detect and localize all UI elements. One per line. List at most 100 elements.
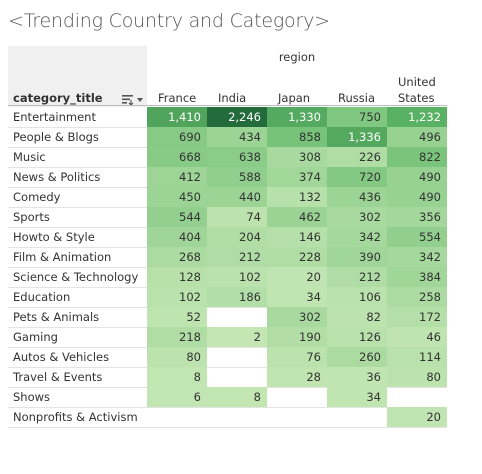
heatmap-cell[interactable]: 204 bbox=[207, 227, 267, 247]
chart-title: <Trending Country and Category> bbox=[8, 10, 330, 32]
heatmap-cell[interactable]: 36 bbox=[327, 367, 387, 387]
column-group-label: region bbox=[278, 50, 316, 64]
row-label: Pets & Animals bbox=[13, 310, 100, 324]
heatmap-cell[interactable]: 496 bbox=[387, 127, 447, 147]
column-header-line: United bbox=[398, 75, 436, 89]
row-separator bbox=[8, 407, 447, 408]
row-label: Nonprofits & Activism bbox=[13, 410, 138, 424]
heatmap-cell[interactable]: 308 bbox=[267, 147, 327, 167]
heatmap-cell[interactable]: 6 bbox=[147, 387, 207, 407]
heatmap-cell[interactable]: 1,232 bbox=[387, 107, 447, 127]
heatmap-cell[interactable]: 302 bbox=[327, 207, 387, 227]
heatmap-cell[interactable]: 544 bbox=[147, 207, 207, 227]
header-divider bbox=[8, 105, 447, 106]
heatmap-cell[interactable]: 212 bbox=[207, 247, 267, 267]
heatmap-cell[interactable]: 102 bbox=[147, 287, 207, 307]
row-label: Education bbox=[13, 290, 71, 304]
column-header-line: France bbox=[158, 91, 197, 105]
heatmap-cell[interactable]: 490 bbox=[387, 187, 447, 207]
column-header-line: Russia bbox=[338, 91, 375, 105]
row-header-background bbox=[8, 46, 147, 107]
heatmap-cell[interactable]: 2 bbox=[207, 327, 267, 347]
heatmap-cell[interactable]: 128 bbox=[147, 267, 207, 287]
heatmap-cell[interactable]: 384 bbox=[387, 267, 447, 287]
heatmap-cell[interactable]: 638 bbox=[207, 147, 267, 167]
column-header-line: India bbox=[218, 91, 247, 105]
heatmap-cell[interactable]: 588 bbox=[207, 167, 267, 187]
heatmap-cell[interactable]: 302 bbox=[267, 307, 327, 327]
row-label: Science & Technology bbox=[13, 270, 139, 284]
row-separator bbox=[8, 307, 447, 308]
heatmap-cell[interactable]: 212 bbox=[327, 267, 387, 287]
heatmap-cell[interactable]: 720 bbox=[327, 167, 387, 187]
heatmap-cell[interactable]: 750 bbox=[327, 107, 387, 127]
row-label: Music bbox=[13, 150, 46, 164]
heatmap-cell[interactable]: 34 bbox=[327, 387, 387, 407]
heatmap-cell[interactable]: 342 bbox=[387, 247, 447, 267]
heatmap-cell[interactable]: 490 bbox=[387, 167, 447, 187]
heatmap-cell[interactable]: 34 bbox=[267, 287, 327, 307]
heatmap-cell[interactable]: 356 bbox=[387, 207, 447, 227]
heatmap-cell[interactable]: 690 bbox=[147, 127, 207, 147]
row-separator bbox=[8, 427, 447, 428]
row-separator bbox=[8, 367, 447, 368]
row-label: Entertainment bbox=[13, 110, 96, 124]
row-separator bbox=[8, 347, 447, 348]
heatmap-cell[interactable]: 374 bbox=[267, 167, 327, 187]
heatmap-cell[interactable]: 80 bbox=[387, 367, 447, 387]
row-label: Film & Animation bbox=[13, 250, 112, 264]
heatmap-cell[interactable]: 186 bbox=[207, 287, 267, 307]
heatmap-cell[interactable]: 218 bbox=[147, 327, 207, 347]
heatmap-cell[interactable]: 390 bbox=[327, 247, 387, 267]
heatmap-cell[interactable]: 228 bbox=[267, 247, 327, 267]
heatmap-cell[interactable]: 226 bbox=[327, 147, 387, 167]
heatmap-cell[interactable]: 412 bbox=[147, 167, 207, 187]
heatmap-cell[interactable]: 668 bbox=[147, 147, 207, 167]
heatmap-cell[interactable]: 436 bbox=[327, 187, 387, 207]
heatmap-cell[interactable]: 74 bbox=[207, 207, 267, 227]
heatmap-cell[interactable]: 8 bbox=[147, 367, 207, 387]
column-header-line: States bbox=[398, 91, 435, 105]
heatmap-cell[interactable]: 462 bbox=[267, 207, 327, 227]
heatmap-cell[interactable]: 190 bbox=[267, 327, 327, 347]
heatmap-cell[interactable]: 114 bbox=[387, 347, 447, 367]
heatmap-cell[interactable]: 146 bbox=[267, 227, 327, 247]
heatmap-cell[interactable]: 268 bbox=[147, 247, 207, 267]
row-label: Comedy bbox=[13, 190, 61, 204]
heatmap-cell[interactable]: 20 bbox=[387, 407, 447, 427]
heatmap-cell[interactable]: 440 bbox=[207, 187, 267, 207]
heatmap-cell[interactable]: 434 bbox=[207, 127, 267, 147]
heatmap-cell[interactable]: 106 bbox=[327, 287, 387, 307]
heatmap-cell[interactable]: 858 bbox=[267, 127, 327, 147]
heatmap-cell[interactable]: 822 bbox=[387, 147, 447, 167]
heatmap-cell[interactable]: 258 bbox=[387, 287, 447, 307]
heatmap-cell[interactable]: 1,336 bbox=[327, 127, 387, 147]
heatmap-cell[interactable]: 1,330 bbox=[267, 107, 327, 127]
heatmap-cell[interactable]: 20 bbox=[267, 267, 327, 287]
heatmap-cell[interactable]: 102 bbox=[207, 267, 267, 287]
sort-descending-icon[interactable] bbox=[121, 91, 145, 106]
heatmap-cell[interactable]: 404 bbox=[147, 227, 207, 247]
heatmap-cell[interactable]: 80 bbox=[147, 347, 207, 367]
heatmap-cell[interactable]: 76 bbox=[267, 347, 327, 367]
heatmap-cell[interactable]: 342 bbox=[327, 227, 387, 247]
row-label: People & Blogs bbox=[13, 130, 99, 144]
heatmap-cell[interactable]: 132 bbox=[267, 187, 327, 207]
row-label: Howto & Style bbox=[13, 230, 95, 244]
heatmap-cell[interactable]: 126 bbox=[327, 327, 387, 347]
heatmap-cell[interactable]: 82 bbox=[327, 307, 387, 327]
row-label: Autos & Vehicles bbox=[13, 350, 110, 364]
heatmap-cell[interactable]: 52 bbox=[147, 307, 207, 327]
heatmap-cell[interactable]: 172 bbox=[387, 307, 447, 327]
heatmap-cell[interactable]: 554 bbox=[387, 227, 447, 247]
column-header-line: Japan bbox=[278, 91, 311, 105]
heatmap-cell[interactable]: 2,246 bbox=[207, 107, 267, 127]
row-label: Travel & Events bbox=[13, 370, 103, 384]
heatmap-cell[interactable]: 260 bbox=[327, 347, 387, 367]
heatmap-cell[interactable]: 1,410 bbox=[147, 107, 207, 127]
row-label: Shows bbox=[13, 390, 51, 404]
heatmap-cell[interactable]: 28 bbox=[267, 367, 327, 387]
heatmap-cell[interactable]: 46 bbox=[387, 327, 447, 347]
heatmap-cell[interactable]: 8 bbox=[207, 387, 267, 407]
heatmap-cell[interactable]: 450 bbox=[147, 187, 207, 207]
